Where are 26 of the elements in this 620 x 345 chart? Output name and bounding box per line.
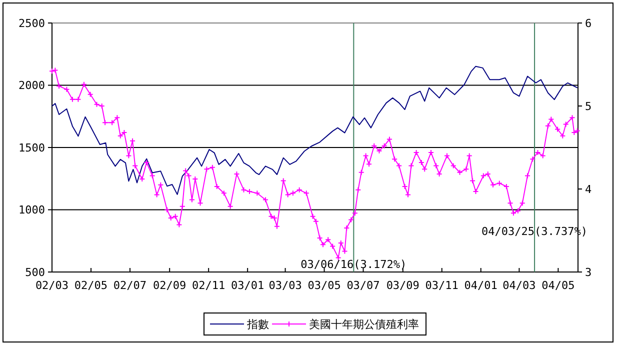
x-tick-label: 04/03 <box>502 279 536 292</box>
x-tick-label: 02/05 <box>74 279 108 292</box>
x-tick-label: 03/01 <box>231 279 264 292</box>
x-tick-label: 03/07 <box>346 279 380 292</box>
y2-tick-label: 3 <box>585 266 592 279</box>
x-tick-label: 03/05 <box>308 279 341 292</box>
y-tick-label: 500 <box>25 266 45 279</box>
y-tick-label: 2000 <box>18 79 45 92</box>
y2-tick-label: 6 <box>585 16 592 30</box>
y-tick-label: 1500 <box>18 141 45 154</box>
x-tick-label: 02/09 <box>153 279 186 292</box>
y-tick-label: 1000 <box>18 204 45 217</box>
x-tick-label: 03/03 <box>268 279 302 292</box>
x-tick-label: 03/11 <box>425 279 458 292</box>
legend-label: 指數 <box>246 318 269 331</box>
legend-label: 美國十年期公債殖利率 <box>309 318 419 331</box>
y2-tick-label: 5 <box>585 100 592 113</box>
x-tick-label: 02/03 <box>35 279 69 292</box>
x-tick-label: 03/09 <box>386 279 420 292</box>
y-tick-label: 2500 <box>18 16 45 30</box>
x-tick-label: 02/11 <box>192 279 226 292</box>
x-tick-label: 02/07 <box>113 279 147 292</box>
x-tick-label: 04/05 <box>542 279 575 292</box>
x-tick-label: 04/01 <box>464 279 498 292</box>
line-series <box>52 66 578 195</box>
y2-tick-label: 4 <box>585 182 592 196</box>
